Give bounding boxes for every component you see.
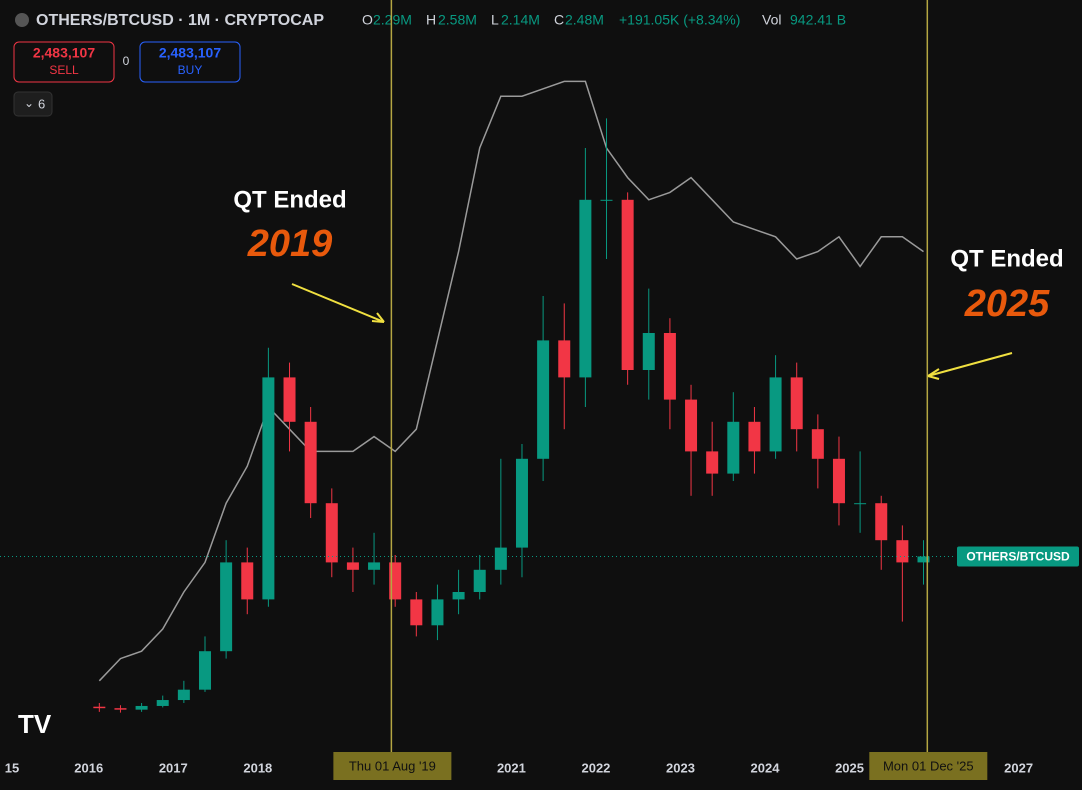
- candle-body: [135, 705, 148, 710]
- l-label: L: [491, 12, 499, 28]
- x-tick-label: 2016: [74, 760, 103, 775]
- chevron: ⌄: [24, 96, 34, 110]
- candle-body: [241, 562, 254, 600]
- candle-body: [896, 540, 909, 563]
- candle-body: [325, 503, 338, 563]
- candle-body: [368, 562, 381, 570]
- candle-body: [875, 503, 888, 541]
- candle-body: [769, 377, 782, 452]
- candle-body: [156, 700, 169, 706]
- indicators-toggle[interactable]: [13, 91, 53, 117]
- buy-button[interactable]: [139, 41, 241, 83]
- tv-logo: TV: [18, 709, 52, 739]
- arrow-2025: [927, 352, 1013, 377]
- candle-body: [346, 562, 359, 570]
- annotation-year: 2025: [964, 283, 1050, 325]
- annotation: QT Ended: [233, 186, 346, 213]
- candle-body: [727, 421, 740, 474]
- vol-label: Vol: [762, 12, 781, 28]
- x-tick-label: 2022: [581, 760, 610, 775]
- candle-body: [748, 421, 761, 452]
- marker-label: Mon 01 Dec '25: [883, 758, 974, 773]
- sell-button[interactable]: [13, 41, 115, 83]
- candle-body: [198, 651, 211, 690]
- x-tick-label: 2017: [159, 760, 188, 775]
- candle-body: [811, 429, 824, 459]
- candle-body: [621, 199, 634, 370]
- candle-body: [706, 451, 719, 474]
- candle-body: [685, 399, 698, 452]
- sell-price: 2,483,107: [33, 45, 95, 61]
- marker-label-bg: [869, 752, 988, 780]
- x-tick-label: 2025: [835, 760, 864, 775]
- candle-body: [304, 421, 317, 504]
- candle-body: [558, 340, 571, 378]
- sell-label: SELL: [49, 63, 79, 77]
- symbol[interactable]: OTHERS/BTCUSD · 1M · CRYPTOCAP: [36, 12, 324, 29]
- candle-body: [473, 569, 486, 592]
- price-label: OTHERS/BTCUSD: [966, 550, 1070, 564]
- candle-body: [579, 199, 592, 378]
- candle-body: [600, 199, 613, 201]
- o-label: O: [362, 12, 373, 28]
- c-label: C: [554, 12, 564, 28]
- candle-body: [452, 592, 465, 600]
- candle-body: [283, 377, 296, 422]
- x-tick-label: 2018: [243, 760, 272, 775]
- overlay-line: [98, 80, 924, 682]
- x-tick-label: 2027: [1004, 760, 1033, 775]
- candle-body: [515, 458, 528, 548]
- candle-body: [537, 340, 550, 459]
- candle-body: [917, 556, 930, 563]
- candle-body: [177, 689, 190, 701]
- price-label-bg: [957, 546, 1079, 567]
- x-tick-label: 2024: [751, 760, 781, 775]
- candle-body: [114, 708, 127, 710]
- candle-body: [262, 377, 275, 600]
- candle-body: [431, 599, 444, 626]
- marker-label-bg: [333, 752, 452, 780]
- x-tick-label: 2021: [497, 760, 526, 775]
- l-value: 2.14M: [501, 12, 540, 28]
- marker-label: Thu 01 Aug '19: [349, 758, 436, 773]
- candle-body: [854, 503, 867, 505]
- candle-body: [832, 458, 845, 504]
- candle-body: [790, 377, 803, 430]
- h-value: 2.58M: [438, 12, 477, 28]
- spread: 0: [123, 54, 130, 68]
- x-tick-label: 2023: [666, 760, 695, 775]
- o-value: 2.29M: [373, 12, 412, 28]
- candle-body: [389, 562, 402, 600]
- buy-label: BUY: [178, 63, 203, 77]
- annotation: QT Ended: [950, 245, 1063, 272]
- candle-body: [642, 333, 655, 370]
- x-tick-label: 15: [5, 760, 19, 775]
- arrow-2019: [291, 283, 385, 323]
- indicator-count: 6: [38, 96, 45, 111]
- candle-body: [494, 547, 507, 570]
- vol-value: 942.41 B: [790, 12, 846, 28]
- candle-body: [410, 599, 423, 626]
- candle-body: [93, 706, 106, 709]
- arrow-head: [371, 312, 385, 323]
- candle-body: [220, 562, 233, 652]
- annotation-year: 2019: [247, 223, 333, 265]
- candle-body: [663, 333, 676, 400]
- h-label: H: [426, 12, 436, 28]
- c-value: 2.48M: [565, 12, 604, 28]
- arrow-head: [927, 368, 940, 380]
- buy-price: 2,483,107: [159, 45, 221, 61]
- symbol-icon: [15, 13, 29, 27]
- change: +191.05K (+8.34%): [619, 12, 740, 28]
